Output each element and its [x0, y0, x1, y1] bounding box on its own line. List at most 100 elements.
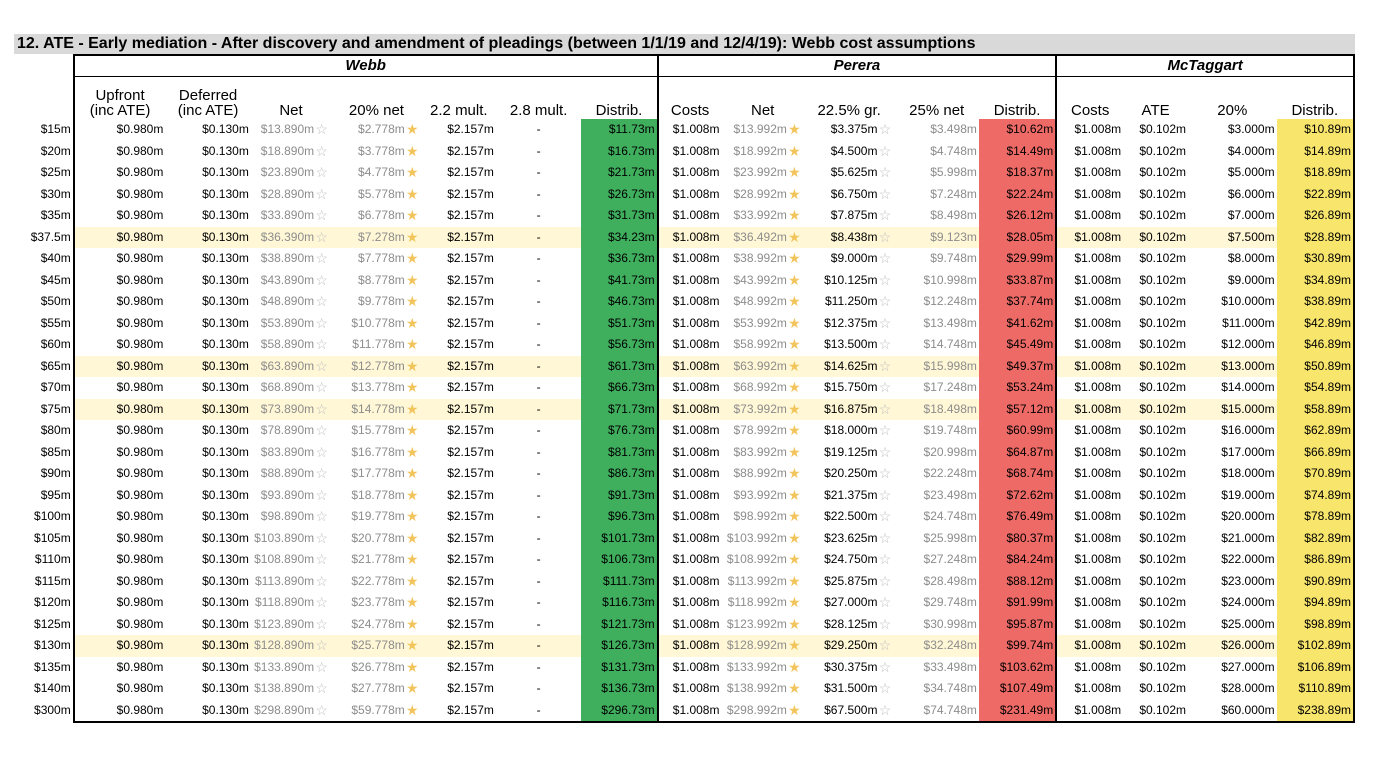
- cell-value: $0.980m: [116, 337, 164, 351]
- webb-cell: $0.980m: [72, 656, 166, 678]
- webb-cell: $88.890m☆: [251, 463, 331, 485]
- webb-cell: -: [496, 678, 581, 700]
- table-row: $37.5m $0.980m $0.130m $36.390m☆ $7.278m★ $2.…: [14, 226, 1356, 248]
- perera-cell: $48.992m★: [721, 291, 803, 313]
- table-row: $25m $0.980m $0.130m $23.890m☆ $4.778m★ $2.15…: [14, 162, 1356, 184]
- cell-value: -: [536, 659, 541, 674]
- star-outline-icon: ☆: [315, 486, 328, 503]
- cell-value: $2.778m: [358, 122, 405, 136]
- cell-value: $99.74m: [1006, 638, 1054, 652]
- mctaggart-cell: $1.008m: [1055, 291, 1124, 313]
- cell-value: $29.250m: [824, 638, 878, 652]
- cell-value: $1.008m: [672, 186, 720, 201]
- cell-value: $14.778m: [351, 401, 405, 416]
- perera-cell: $25.875m☆: [804, 571, 895, 593]
- webb-cell: $0.130m: [165, 571, 250, 593]
- cell-value: $0.130m: [202, 638, 249, 652]
- mctaggart-cell: $0.102m: [1139, 573, 1187, 588]
- perera-distrib-cell: $99.74m: [978, 635, 1057, 657]
- cell-value: $91.73m: [607, 487, 655, 502]
- star-filled-icon: ★: [788, 486, 801, 503]
- cell-value: $3.778m: [358, 143, 405, 158]
- perera-cell: $88.992m★: [721, 463, 803, 485]
- mctaggart-distrib-cell: $66.89m: [1276, 441, 1356, 463]
- star-filled-icon: ★: [788, 400, 801, 417]
- perera-distrib-cell: $41.62m: [978, 312, 1057, 334]
- webb-cell: $27.778m★: [331, 678, 422, 700]
- perera-cell: $10.998m: [894, 270, 978, 292]
- table-row: $20m $0.980m $0.130m $18.890m☆ $3.778m★ $2.15…: [14, 140, 1356, 162]
- table-row: $140m $0.980m $0.130m $138.890m☆ $27.778m★ $2…: [14, 678, 1356, 700]
- cell-value: $13.992m: [733, 122, 787, 136]
- cell-value: $121.73m: [601, 616, 655, 631]
- star-outline-icon: ☆: [878, 164, 892, 180]
- webb-cell: $25.778m★: [331, 635, 422, 657]
- cell-value: $0.980m: [116, 251, 164, 265]
- column-header-perera: Distrib.: [993, 102, 1041, 119]
- perera-cell: $36.492m★: [721, 226, 804, 248]
- star-outline-icon: ☆: [315, 207, 328, 223]
- cell-value: $72.62m: [1006, 487, 1054, 502]
- cell-value: $0.130m: [202, 509, 249, 523]
- webb-cell: $53.890m☆: [251, 313, 331, 335]
- cell-value: $1.008m: [672, 315, 720, 330]
- cell-value: $7.278m: [358, 229, 405, 244]
- star-filled-icon: ★: [405, 357, 419, 374]
- cell-value: $2.157m: [447, 530, 494, 545]
- cell-value: $4.778m: [358, 165, 405, 179]
- mctaggart-cell: $0.102m: [1139, 122, 1187, 136]
- perera-cell: $298.992m★: [721, 699, 804, 723]
- star-filled-icon: ★: [788, 357, 801, 374]
- corner-cell: [14, 77, 74, 120]
- webb-cell: $98.890m☆: [251, 506, 331, 528]
- perera-cell: $118.992m★: [721, 592, 803, 614]
- star-filled-icon: ★: [788, 271, 801, 288]
- cell-value: $2.157m: [447, 294, 494, 308]
- cell-value: $0.130m: [202, 401, 249, 416]
- cell-value: $32.248m: [923, 638, 977, 652]
- perera-cell: $28.992m★: [721, 184, 803, 206]
- row-label: $135m: [34, 659, 71, 674]
- mctaggart-cell: $7.000m: [1227, 208, 1275, 222]
- star-outline-icon: ☆: [315, 228, 328, 245]
- perera-cell: $1.008m: [656, 699, 722, 723]
- cell-value: $108.992m: [726, 552, 787, 566]
- cell-value: $0.980m: [116, 552, 164, 566]
- cell-value: -: [536, 294, 541, 308]
- perera-cell: $108.992m★: [721, 549, 803, 571]
- star-outline-icon: ☆: [315, 594, 328, 610]
- webb-distrib-cell: $41.73m: [581, 269, 658, 291]
- cell-value: $0.980m: [116, 702, 164, 717]
- cell-value: $0.130m: [202, 229, 249, 244]
- mctaggart-cell: $15.000m: [1188, 398, 1277, 420]
- mctaggart-cell: $1.008m: [1055, 463, 1124, 485]
- mctaggart-distrib-cell: $238.89m: [1276, 699, 1356, 723]
- column-header-perera: 25% net: [909, 102, 965, 119]
- mctaggart-cell: $1.008m: [1055, 162, 1124, 184]
- star-outline-icon: ☆: [878, 250, 892, 266]
- star-filled-icon: ★: [788, 637, 801, 653]
- webb-cell: $15.778m★: [331, 420, 422, 442]
- cell-value: $0.980m: [116, 487, 164, 502]
- webb-cell: $73.890m☆: [250, 398, 332, 420]
- webb-distrib-cell: $101.73m: [581, 527, 658, 549]
- cell-value: $4.500m: [830, 143, 878, 158]
- cell-value: $1.008m: [672, 251, 720, 265]
- cell-value: $0.130m: [202, 337, 249, 351]
- column-header-perera: Costs: [656, 76, 722, 119]
- webb-cell: $6.778m★: [331, 205, 422, 227]
- cell-value: $2.157m: [447, 487, 494, 502]
- perera-cell: $21.375m☆: [804, 485, 895, 507]
- table-row: $105m $0.980m $0.130m $103.890m☆ $20.778m★ $2…: [14, 527, 1356, 550]
- webb-cell: $0.130m: [165, 313, 250, 335]
- perera-cell: $1.008m: [656, 613, 722, 635]
- cell-value: $17.248m: [923, 380, 977, 394]
- webb-cell: $0.980m: [72, 441, 166, 463]
- webb-cell: $2.157m: [422, 119, 496, 141]
- cell-value: $23.498m: [923, 487, 977, 502]
- mctaggart-cell: $1.008m: [1055, 484, 1124, 506]
- webb-cell: $2.157m: [422, 528, 496, 550]
- star-filled-icon: ★: [405, 314, 419, 331]
- star-outline-icon: ☆: [878, 529, 892, 546]
- cell-value: $7.875m: [830, 208, 878, 222]
